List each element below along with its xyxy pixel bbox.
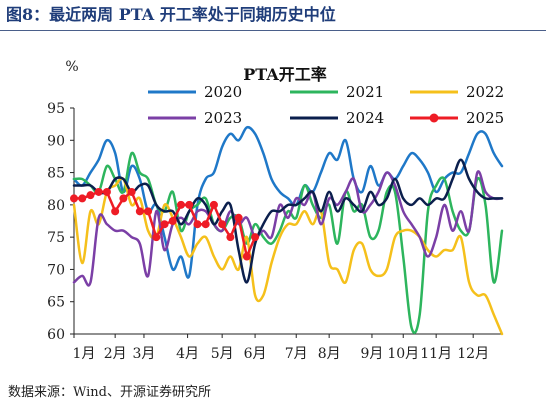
x-tick-label: 5月 (211, 346, 234, 362)
series-point-2025 (144, 207, 153, 216)
series-line-2024 (72, 158, 504, 284)
series-point-2025 (78, 194, 87, 203)
x-tick-label: 10月 (387, 346, 419, 362)
figure-title: 图8：最近两周 PTA 开工率处于同期历史中位 (6, 5, 336, 24)
x-tick-label: 1月 (73, 346, 96, 362)
x-tick-label: 3月 (133, 346, 156, 362)
y-tick-label: 60 (47, 327, 65, 343)
axes (70, 107, 502, 338)
series-point-2025 (160, 220, 169, 229)
series-point-2025 (251, 233, 260, 242)
legend-label-2023: 2023 (204, 109, 242, 127)
legend: 2020 2021 2022 2023 2024 2025 (148, 83, 504, 127)
x-tick-label: 9月 (360, 346, 383, 362)
series-point-2025 (111, 207, 120, 216)
series-line-2022 (72, 177, 504, 336)
x-tick-label: 7月 (285, 346, 308, 362)
y-tick-label: 95 (47, 101, 65, 117)
series-point-2025 (218, 220, 227, 229)
x-tick-labels: 1月 2月 3月 4月 5月 6月 7月 8月 9月 10月 11月 12月 (73, 346, 490, 362)
series-line-2020 (72, 125, 504, 279)
title-divider (0, 30, 546, 31)
series-point-2025 (234, 213, 243, 222)
series-point-2025 (242, 252, 251, 261)
y-tick-label: 85 (47, 166, 65, 182)
series-point-2025 (119, 194, 128, 203)
series-point-2025 (193, 220, 202, 229)
legend-label-2021: 2021 (346, 83, 384, 101)
x-tick-label: 12月 (457, 346, 489, 362)
y-tick-label: 90 (47, 133, 65, 149)
x-tick-label: 2月 (104, 346, 127, 362)
chart-title: PTA开工率 (243, 65, 326, 84)
y-tick-label: 80 (47, 198, 65, 214)
series-point-2025 (152, 233, 161, 242)
series-line-2023 (72, 170, 504, 287)
x-tick-label: 4月 (176, 346, 199, 362)
series-point-2025 (135, 207, 144, 216)
series-point-2025 (177, 200, 185, 209)
legend-marker-2025 (429, 113, 439, 123)
x-tick-label: 6月 (244, 346, 267, 362)
legend-label-2024: 2024 (346, 109, 384, 127)
series-point-2025 (127, 187, 136, 196)
series-point-2025 (226, 233, 235, 242)
legend-label-2020: 2020 (204, 83, 242, 101)
y-tick-label: 65 (47, 295, 65, 311)
plot-area (70, 125, 504, 336)
x-tick-label: 11月 (420, 346, 452, 362)
series-point-2025 (102, 187, 111, 196)
series-point-2025 (168, 217, 177, 225)
x-tick-label: 8月 (318, 346, 341, 362)
series-point-2025 (70, 194, 78, 203)
series-point-2025 (86, 191, 95, 200)
y-tick-label: 75 (47, 230, 65, 246)
y-axis-label: % (65, 59, 78, 75)
legend-label-2025: 2025 (466, 109, 504, 127)
series-point-2025 (201, 220, 210, 229)
series-point-2025 (94, 187, 103, 196)
y-tick-label: 70 (47, 262, 65, 278)
y-tick-labels: 60 65 70 75 80 85 90 95 (47, 101, 65, 343)
series-point-2025 (209, 200, 218, 209)
series-point-2025 (185, 200, 194, 209)
source-note: 数据来源：Wind、开源证券研究所 (8, 385, 211, 400)
line-chart: % PTA开工率 2020 2021 2022 2023 2024 2025 60 65 70… (47, 59, 504, 362)
legend-label-2022: 2022 (466, 83, 504, 101)
